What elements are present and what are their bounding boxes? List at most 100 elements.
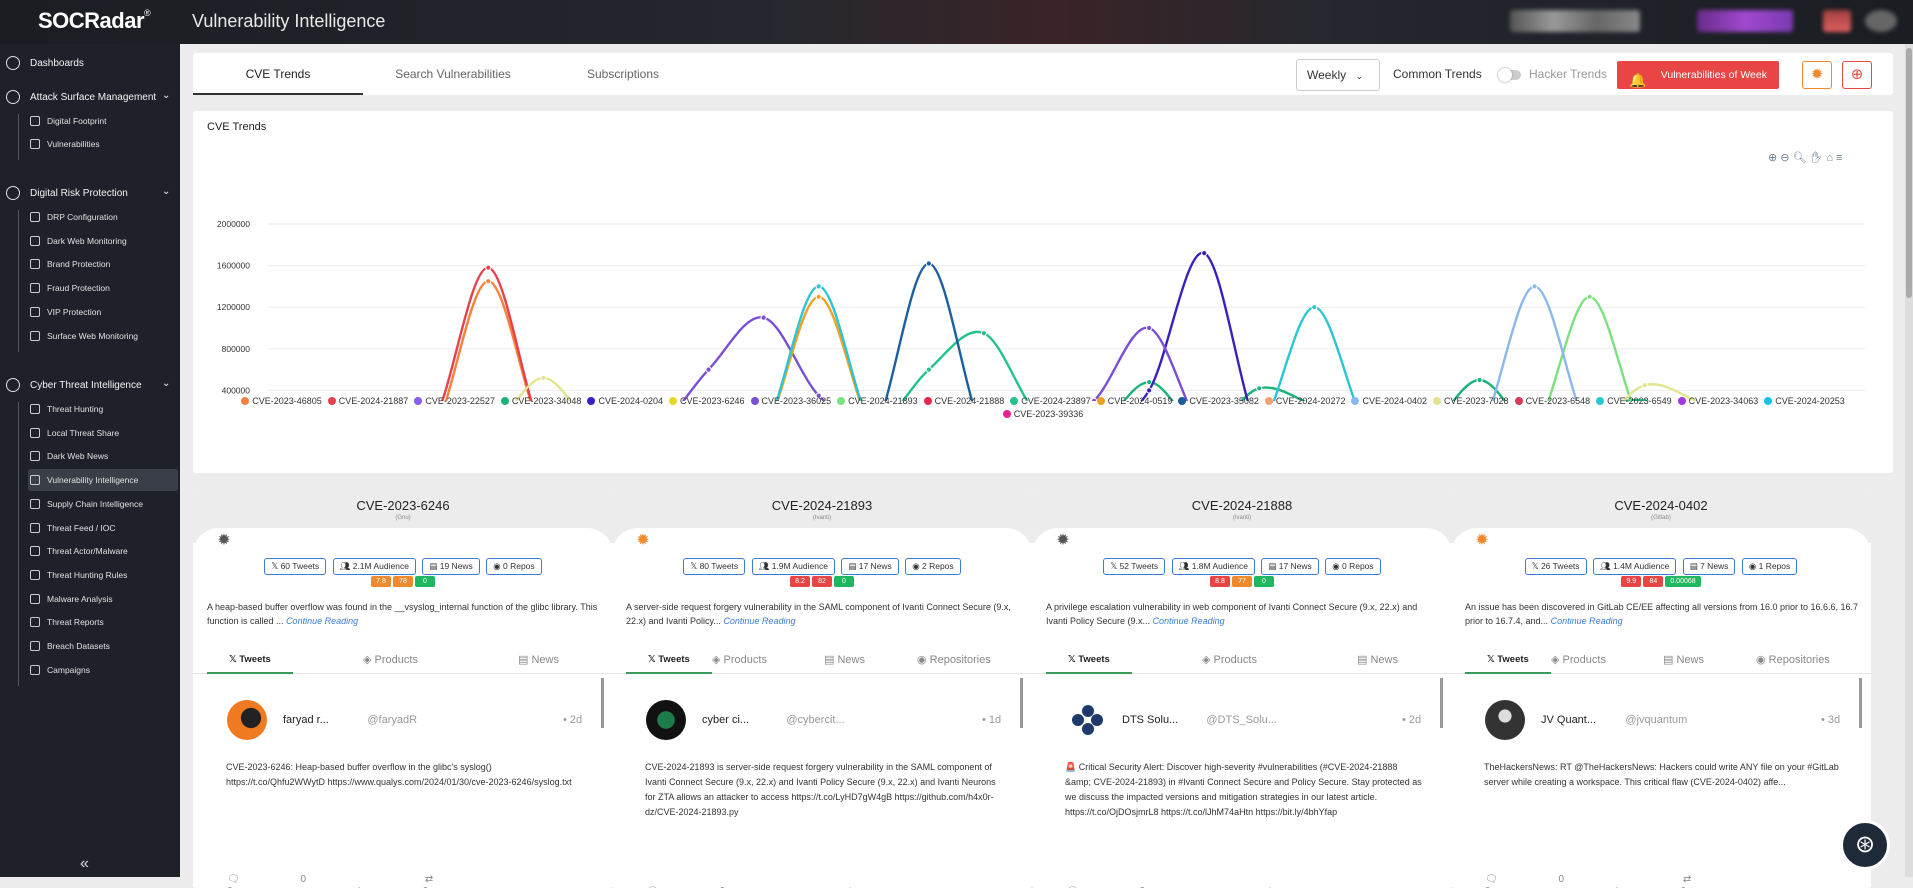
card-scrollbar[interactable] bbox=[1859, 678, 1862, 728]
card-scrollbar[interactable] bbox=[601, 678, 604, 728]
period-select[interactable]: Weekly ⌄ bbox=[1296, 59, 1380, 91]
continue-reading-link[interactable]: Continue Reading bbox=[723, 616, 796, 626]
card-tab-tweets[interactable]: 𝕏 Tweets bbox=[626, 646, 712, 674]
card-tab-products[interactable]: ◈ Products bbox=[1551, 646, 1606, 674]
series-line-cve-2024-0204[interactable] bbox=[268, 251, 1865, 401]
sidebar-item-threat-reports[interactable]: Threat Reports bbox=[28, 611, 178, 633]
card-tab-news[interactable]: ▤ News bbox=[1663, 646, 1704, 674]
cve-card[interactable]: CVE-2023-6246 (Gnu) ✹ 𝕏 60 Tweets 👥︎ 2.1… bbox=[193, 488, 613, 888]
legend-item[interactable]: CVE-2023-34048 bbox=[500, 395, 581, 408]
data-point[interactable] bbox=[760, 314, 767, 321]
profile-icon[interactable] bbox=[1865, 10, 1897, 32]
data-point[interactable] bbox=[1697, 399, 1703, 401]
sidebar-item-surface-web-monitoring[interactable]: Surface Web Monitoring bbox=[28, 325, 178, 347]
data-point[interactable] bbox=[1641, 397, 1648, 401]
legend-item[interactable]: CVE-2024-21887 bbox=[327, 395, 408, 408]
page-scrollbar[interactable] bbox=[1905, 44, 1913, 877]
tweet-user-name[interactable]: DTS Solu... bbox=[1122, 714, 1179, 726]
card-tab-news[interactable]: ▤ News bbox=[824, 646, 865, 674]
magnify-icon[interactable]: 🔍︎ bbox=[1792, 152, 1810, 164]
cve-card[interactable]: CVE-2024-0402 (Gitlab) ✹ 𝕏 26 Tweets 👥︎ … bbox=[1451, 488, 1871, 888]
sidebar-item-digital-footprint[interactable]: Digital Footprint bbox=[28, 110, 178, 132]
data-point[interactable] bbox=[705, 366, 712, 373]
continue-reading-link[interactable]: Continue Reading bbox=[286, 616, 359, 626]
sidebar-item-brand-protection[interactable]: Brand Protection bbox=[28, 253, 178, 275]
help-lifebuoy-icon[interactable]: ⊛ bbox=[1840, 820, 1890, 870]
news-count[interactable]: ▤ 19 News bbox=[422, 558, 480, 575]
add-subscription-button[interactable]: ⊕ bbox=[1842, 61, 1872, 89]
data-point[interactable] bbox=[540, 374, 547, 382]
legend-item[interactable]: CVE-2024-20272 bbox=[1264, 395, 1345, 408]
socradar-logo[interactable]: SOCRadar® bbox=[38, 8, 151, 33]
card-tab-products[interactable]: ◈ Products bbox=[363, 646, 418, 674]
continue-reading-link[interactable]: Continue Reading bbox=[1550, 616, 1623, 626]
series-line-cve-2024-21893[interactable] bbox=[268, 295, 1865, 401]
data-point[interactable] bbox=[1311, 304, 1318, 311]
data-point[interactable] bbox=[815, 293, 822, 300]
tweet-user-handle[interactable]: @cybercit... bbox=[786, 714, 845, 726]
data-point[interactable] bbox=[1586, 293, 1593, 300]
repos-count[interactable]: ◉ 2 Repos bbox=[905, 558, 961, 575]
series-line-cve-2023-36025[interactable] bbox=[268, 316, 1865, 401]
sidebar-item-local-threat-share[interactable]: Local Threat Share bbox=[28, 422, 178, 444]
zoom-in-icon[interactable]: ⊕ bbox=[1768, 152, 1781, 164]
data-point[interactable] bbox=[1476, 376, 1483, 384]
tweet-user-name[interactable]: faryad r... bbox=[283, 714, 329, 726]
blurred-company-badge[interactable] bbox=[1697, 10, 1793, 32]
tweets-count[interactable]: 𝕏 26 Tweets bbox=[1524, 558, 1587, 575]
sidebar-item-threat-feed-ioc[interactable]: Threat Feed / IOC bbox=[28, 517, 178, 539]
sidebar-item-threat-hunting-rules[interactable]: Threat Hunting Rules bbox=[28, 564, 178, 586]
data-point[interactable] bbox=[925, 260, 932, 267]
collapse-sidebar-icon[interactable]: « bbox=[80, 855, 89, 872]
sidebar-item-vulnerabilities[interactable]: Vulnerabilities bbox=[28, 133, 178, 155]
audience-count[interactable]: 👥︎ 1.8M Audience bbox=[1171, 558, 1255, 575]
card-scrollbar[interactable] bbox=[1020, 678, 1023, 728]
avatar[interactable] bbox=[646, 700, 686, 740]
vulnerabilities-of-week-button[interactable]: 🔔 Vulnerabilities of Week bbox=[1617, 61, 1779, 89]
data-point[interactable] bbox=[1641, 382, 1648, 389]
reply-action[interactable]: 🗨︎ 0 bbox=[1485, 874, 1622, 885]
data-point[interactable] bbox=[485, 278, 492, 285]
continue-reading-link[interactable]: Continue Reading bbox=[1152, 616, 1225, 626]
data-point[interactable] bbox=[1146, 387, 1153, 394]
cve-card[interactable]: CVE-2024-21893 (Ivanti) ✹ 𝕏 80 Tweets 👥︎… bbox=[612, 488, 1032, 888]
reply-action[interactable]: 🗨︎ 0 bbox=[227, 874, 364, 885]
cve-id[interactable]: CVE-2024-21893 bbox=[771, 498, 873, 513]
sidebar-item-threat-hunting[interactable]: Threat Hunting bbox=[28, 398, 178, 420]
blurred-user-info[interactable] bbox=[1510, 10, 1640, 32]
series-line-cve-2023-7028[interactable] bbox=[268, 376, 1865, 401]
series-line-cve-2023-46805[interactable] bbox=[268, 279, 1865, 401]
legend-item[interactable]: CVE-2024-20253 bbox=[1764, 395, 1845, 408]
sidebar-item-fraud-protection[interactable]: Fraud Protection bbox=[28, 277, 178, 299]
card-tab-news[interactable]: ▤ News bbox=[518, 646, 559, 674]
bug-filter-button[interactable]: ✹ bbox=[1802, 61, 1832, 89]
tab-search-vulnerabilities[interactable]: Search Vulnerabilities bbox=[395, 67, 511, 81]
data-point[interactable] bbox=[1090, 397, 1098, 401]
tweet-user-handle[interactable]: @faryadR bbox=[367, 714, 418, 726]
card-tab-tweets[interactable]: 𝕏 Tweets bbox=[1465, 646, 1551, 674]
card-tab-repositories[interactable]: ◉ Repositories bbox=[1756, 646, 1830, 674]
sidebar-item-threat-actor-malware[interactable]: Threat Actor/Malware bbox=[28, 540, 178, 562]
sidebar-item-vip-protection[interactable]: VIP Protection bbox=[28, 301, 178, 323]
tweet-user-name[interactable]: cyber ci... bbox=[702, 714, 750, 726]
legend-item[interactable]: CVE-2023-39336 bbox=[1002, 408, 1083, 421]
sidebar-item-campaigns[interactable]: Campaigns bbox=[28, 659, 178, 681]
audience-count[interactable]: 👥︎ 2.1M Audience bbox=[332, 558, 416, 575]
tweet-user-handle[interactable]: @DTS_Solu... bbox=[1206, 714, 1277, 726]
data-point[interactable] bbox=[925, 366, 932, 373]
legend-item[interactable]: CVE-2024-0204 bbox=[587, 395, 663, 408]
cve-card[interactable]: CVE-2024-21888 (Ivanti) ✹ 𝕏 52 Tweets 👥︎… bbox=[1032, 488, 1452, 888]
audience-count[interactable]: 👥︎ 1.9M Audience bbox=[751, 558, 835, 575]
sidebar-item-supply-chain-intelligence[interactable]: Supply Chain Intelligence bbox=[28, 493, 178, 515]
tab-subscriptions[interactable]: Subscriptions bbox=[586, 67, 660, 81]
tab-cve-trends[interactable]: CVE Trends bbox=[193, 53, 363, 95]
data-point[interactable] bbox=[815, 392, 822, 399]
zoom-out-icon[interactable]: ⊖ bbox=[1780, 152, 1793, 164]
card-tab-products[interactable]: ◈ Products bbox=[1202, 646, 1257, 674]
cve-id[interactable]: CVE-2024-21888 bbox=[1191, 498, 1293, 513]
avatar[interactable] bbox=[227, 700, 267, 740]
card-tab-repositories[interactable]: ◉ Repositories bbox=[917, 646, 991, 674]
news-count[interactable]: ▤ 17 News bbox=[841, 558, 899, 575]
data-point[interactable] bbox=[815, 283, 822, 290]
sidebar-item-drp-configuration[interactable]: DRP Configuration bbox=[28, 206, 178, 228]
